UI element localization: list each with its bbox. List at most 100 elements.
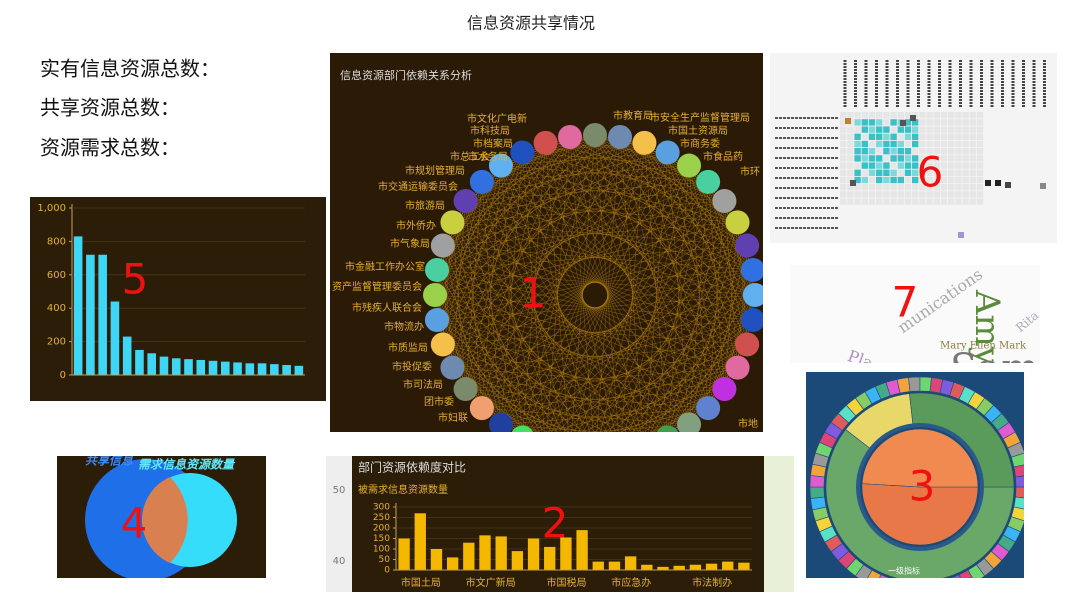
matrix-cell [919,169,926,176]
network-link [650,222,738,432]
network-link [442,245,754,271]
network-link [500,165,566,432]
matrix-cell [883,140,890,148]
network-link [545,142,666,432]
network-link [442,136,621,345]
matrix-cell [897,155,904,162]
network-link [452,222,582,432]
charts: 02004006008001,000部门资源依赖度对比被需求信息资源数量0501… [37,203,752,589]
matrix-cell [904,133,912,140]
network-link [724,200,754,271]
venn-label: 共享信息 [85,454,134,468]
matrix-cell [861,112,868,119]
network-link [500,319,754,425]
matrix-cell [847,169,854,176]
bar [196,359,206,375]
y-tick-label: 50 [379,555,391,565]
network-link [574,142,645,432]
network-link [569,136,725,390]
network-link [481,165,690,183]
bar [398,538,410,570]
matrix-cell [897,133,904,140]
network-link [746,269,754,345]
network-link [436,142,546,271]
network-link [724,222,738,390]
bar [446,557,459,570]
network-link [578,165,690,432]
matrix-cell [883,148,890,155]
network-link [481,200,725,409]
matrix-cell [955,191,962,198]
network-link [452,367,725,390]
bar [257,363,267,375]
network-link [545,142,754,321]
matrix-cell [847,112,854,119]
matrix-cell [948,169,955,176]
matrix-cell [854,176,861,184]
network-link [452,245,748,368]
bar [722,561,734,570]
network-link [452,222,466,390]
network-node [696,396,721,421]
matrix-cell [933,169,940,176]
matrix-cell [962,155,969,162]
node-label: 市残疾人联合会 [352,301,422,314]
network-link [452,165,502,223]
network-link [619,136,725,390]
network-node [557,124,582,149]
network-node [453,188,478,213]
network-link [436,269,628,432]
network-link [500,181,709,425]
network-link [644,142,754,321]
network-link [562,269,754,432]
bar [608,561,621,570]
network-link [594,134,709,409]
network-link [442,344,587,432]
matrix-cell [883,184,890,191]
network-link [436,165,690,321]
network-link [524,142,645,432]
matrix-cell [883,119,890,126]
network-link [465,152,523,202]
network-link [594,134,754,271]
network-link [596,136,621,432]
side-strip [764,456,794,592]
matrix [775,60,1046,238]
network-link [526,200,725,432]
network-link [688,367,738,425]
sunburst-segment [809,486,825,499]
bar [73,236,83,375]
x-tick-label: 市国土局 [401,576,441,589]
matrix-cell [948,198,955,205]
network-link [442,245,754,321]
node-label: 市国土资源局 [668,124,728,137]
matrix-cell [955,133,962,140]
network-link [481,181,502,425]
matrix-cell [919,112,926,119]
y-tick-label: 0 [60,370,66,381]
matrix-cell [955,119,962,126]
bar [511,551,524,570]
network-link [588,424,690,432]
network-link [434,136,621,296]
matrix-cell [976,162,984,169]
matrix-cell [876,155,883,162]
network-node [725,210,750,235]
matrix-cell [840,119,847,126]
network-link [442,181,709,345]
matrix-cell [962,162,969,169]
network-node [583,123,607,147]
bar [208,360,218,375]
network-link [452,294,756,368]
matrix-cell [948,191,955,198]
matrix-cell [969,112,976,119]
matrix-cell [955,169,962,176]
matrix-cell [976,126,984,133]
matrix-cell [876,169,883,176]
network-link [500,165,612,432]
matrix-cell [861,176,868,184]
matrix-cell [969,176,976,184]
network-link [569,136,690,425]
network-link [465,200,754,271]
network-link [452,222,632,432]
